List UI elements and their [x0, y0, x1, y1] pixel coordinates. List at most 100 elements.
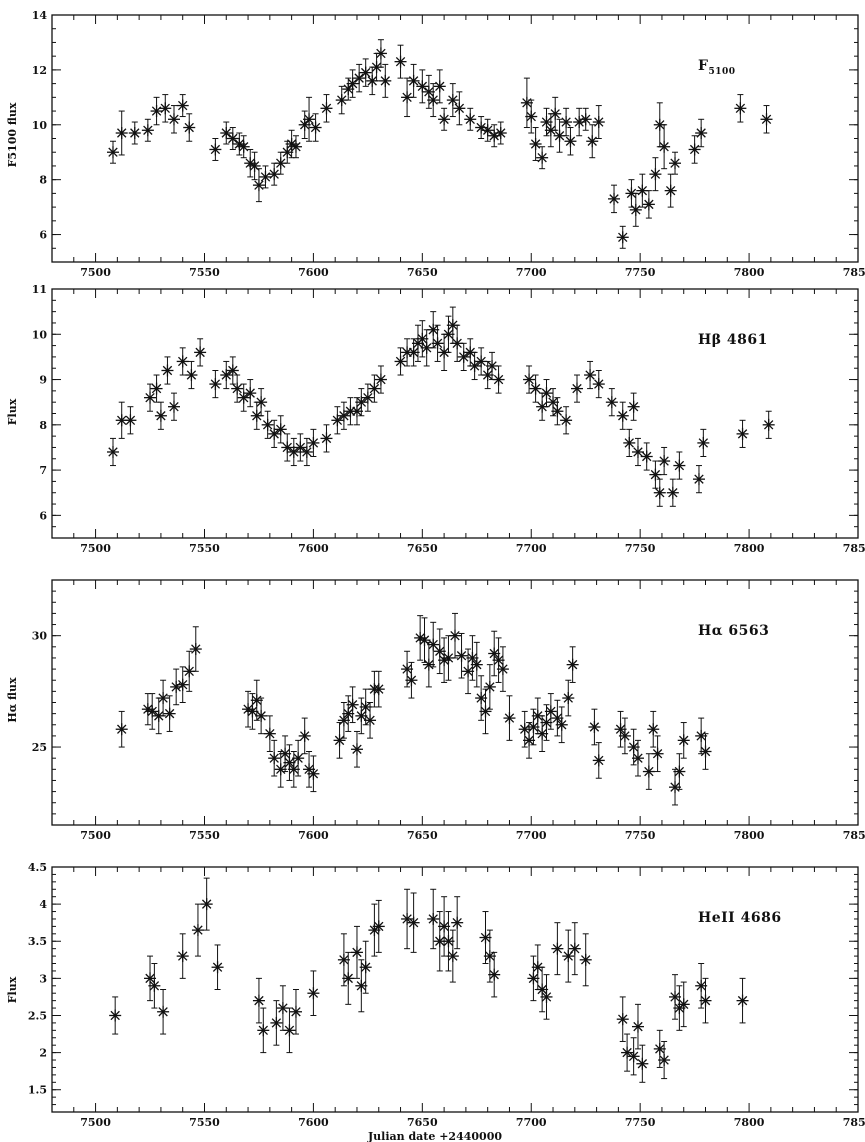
data-point	[176, 94, 189, 118]
data-point	[536, 966, 549, 1013]
data-point	[695, 118, 708, 148]
marker-stroke	[408, 917, 419, 928]
marker-stroke	[541, 388, 552, 398]
data-point	[307, 428, 320, 458]
marker-stroke	[178, 100, 188, 111]
data-point	[350, 730, 363, 768]
x-tick-label: 7600	[298, 829, 329, 842]
data-point	[592, 742, 605, 779]
marker-stroke	[254, 180, 264, 190]
marker-stroke	[594, 755, 604, 766]
panel-3: 7500 7550 7600 7650 7700 7750 7800 7850 25 30 Hα f…	[6, 579, 865, 842]
marker-stroke	[347, 700, 358, 710]
marker-stroke	[352, 406, 362, 416]
data-point	[359, 58, 372, 87]
marker-stroke	[452, 338, 462, 349]
data-point	[144, 955, 157, 1002]
data-point	[540, 107, 553, 137]
marker-stroke	[221, 128, 231, 138]
marker-stroke	[448, 95, 458, 105]
marker-stroke	[439, 921, 449, 932]
marker-stroke	[360, 962, 371, 972]
marker-stroke	[698, 438, 709, 448]
data-point	[346, 69, 359, 98]
marker-stroke	[162, 365, 173, 376]
marker-stroke	[151, 383, 162, 394]
marker-stroke	[618, 232, 628, 243]
data-point	[298, 717, 311, 755]
marker-stroke	[581, 955, 591, 965]
data-point	[141, 118, 154, 142]
data-point	[146, 693, 159, 730]
marker-stroke	[293, 753, 303, 763]
data-point	[438, 107, 451, 131]
data-point	[248, 151, 261, 181]
data-point	[636, 1044, 649, 1083]
data-point	[433, 911, 446, 972]
marker-stroke	[258, 1025, 269, 1036]
marker-stroke	[655, 1044, 665, 1054]
data-point	[337, 702, 350, 739]
marker-stroke	[537, 153, 547, 163]
marker-stroke	[489, 648, 499, 659]
marker-stroke	[459, 352, 469, 362]
data-point	[616, 401, 629, 430]
data-point	[642, 190, 655, 219]
data-point	[109, 996, 122, 1035]
data-point	[372, 899, 385, 953]
data-point	[699, 977, 712, 1024]
x-tick-label: 7800	[734, 829, 765, 842]
marker-stroke	[670, 782, 680, 792]
marker-stroke	[308, 988, 319, 998]
data-point	[446, 306, 459, 344]
data-point	[124, 406, 137, 435]
data-point	[194, 338, 207, 367]
data-point	[560, 406, 573, 435]
y-tick-label: 10	[32, 328, 48, 341]
marker-stroke	[546, 706, 556, 717]
marker-stroke	[476, 122, 486, 133]
marker-stroke	[696, 981, 706, 991]
marker-stroke	[321, 433, 332, 444]
marker-stroke	[363, 392, 373, 403]
marker-stroke	[365, 715, 375, 726]
x-tick-label: 7500	[80, 1116, 111, 1129]
marker-stroke	[276, 158, 286, 168]
y-axis-label: Hα flux	[6, 677, 19, 723]
data-point	[464, 107, 477, 131]
data-point	[372, 670, 385, 708]
marker-stroke	[533, 962, 543, 972]
marker-stroke	[493, 655, 504, 665]
data-point	[481, 118, 494, 142]
marker-stroke	[585, 370, 595, 380]
data-point	[159, 94, 172, 123]
data-point	[237, 135, 250, 159]
marker-stroke	[245, 388, 255, 398]
marker-stroke	[435, 646, 445, 656]
data-point	[475, 347, 488, 376]
data-point	[605, 388, 618, 417]
marker-stroke	[367, 76, 377, 86]
data-point	[263, 715, 276, 752]
data-point	[449, 612, 461, 659]
x-tick-label: 7650	[407, 542, 438, 555]
marker-stroke	[644, 766, 654, 777]
data-point	[551, 922, 564, 976]
marker-stroke	[184, 666, 194, 677]
marker-stroke	[108, 447, 118, 457]
data-point	[183, 650, 196, 692]
data-point	[281, 140, 294, 164]
data-point	[416, 69, 429, 104]
data-point	[592, 105, 605, 139]
marker-stroke	[435, 81, 445, 92]
marker-stroke	[537, 402, 547, 412]
data-point	[573, 107, 586, 137]
y-tick-label: 11	[32, 283, 47, 296]
marker-stroke	[648, 724, 658, 734]
data-point	[394, 347, 407, 376]
marker-stroke	[376, 48, 386, 59]
panel-title: HeII 4686	[698, 910, 782, 926]
data-point	[762, 410, 775, 439]
data-point	[150, 96, 163, 126]
data-point	[157, 989, 170, 1035]
